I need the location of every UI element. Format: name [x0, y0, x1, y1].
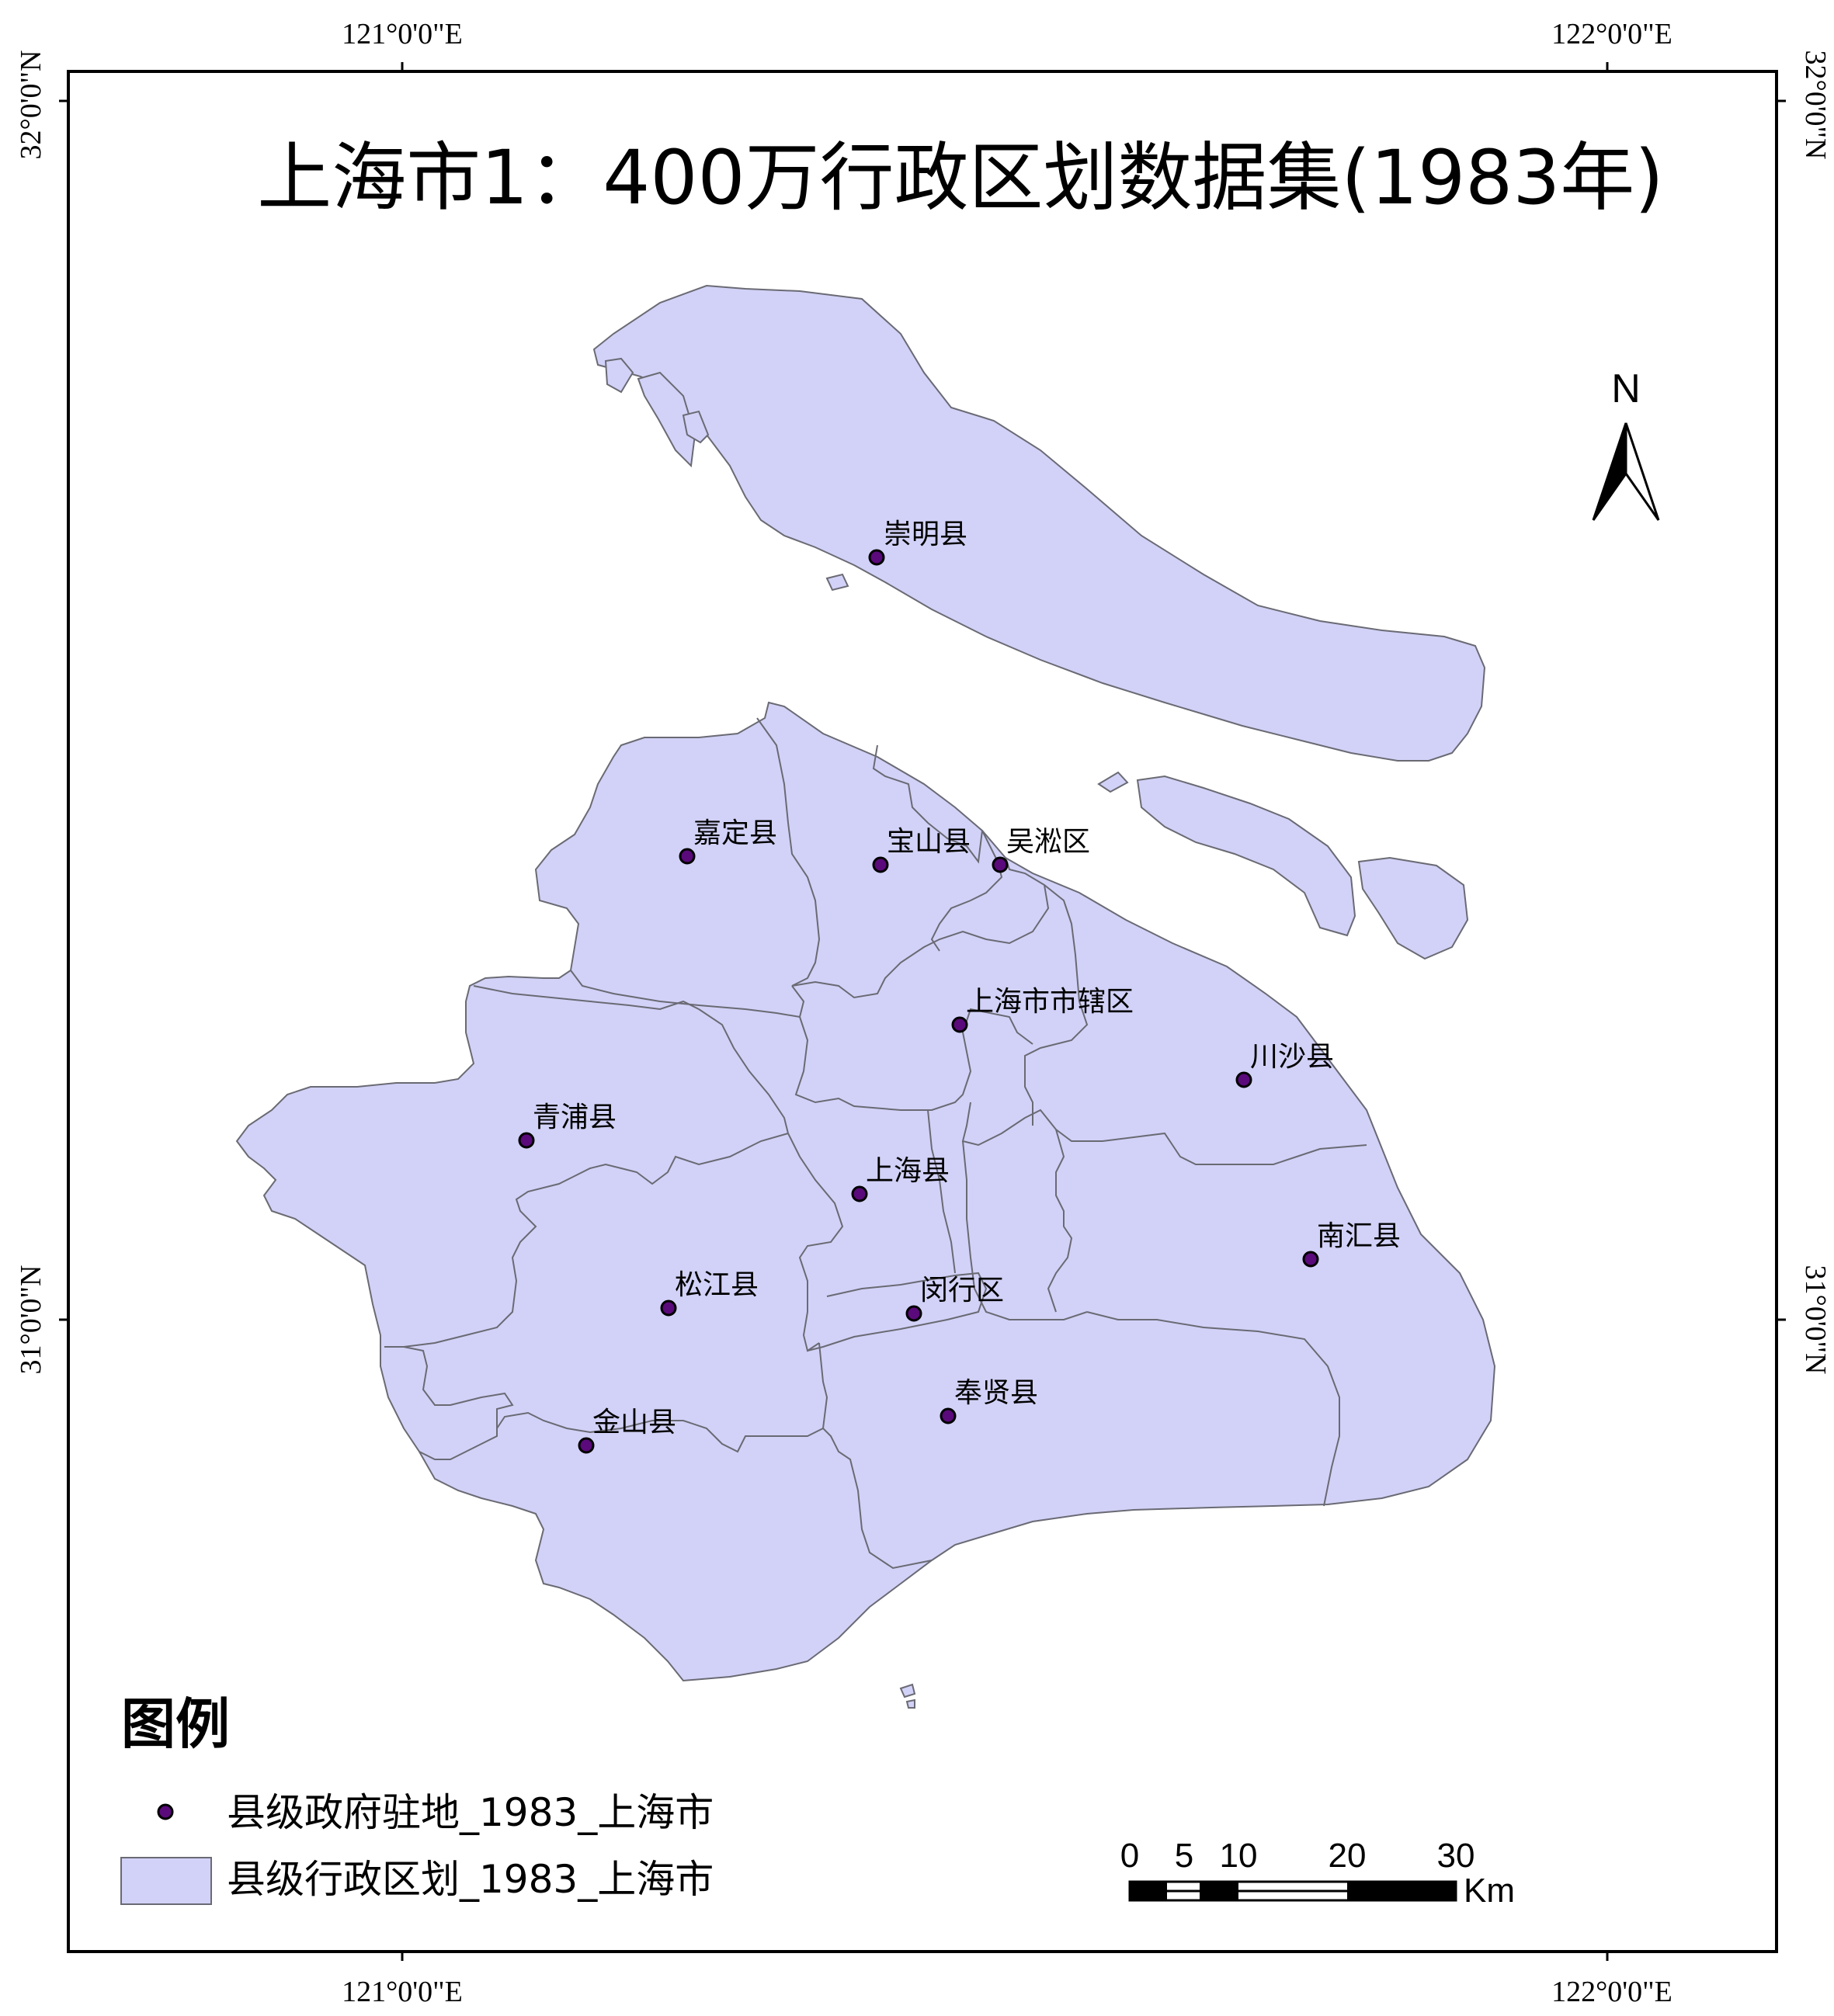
islet-4 — [825, 573, 849, 592]
seat-marker — [1302, 1251, 1319, 1268]
seat-marker — [660, 1299, 677, 1317]
boundary-shiqu-shanghaixian — [961, 1102, 1367, 1165]
place-label: 宝山县 — [887, 826, 971, 858]
islet-3 — [682, 410, 710, 444]
seat-marker — [940, 1407, 957, 1424]
place-nanhui: 南汇县 — [1302, 1220, 1401, 1268]
seat-marker — [872, 856, 889, 873]
seat-marker — [518, 1132, 535, 1149]
place-label: 南汇县 — [1317, 1220, 1401, 1252]
place-label: 上海市市辖区 — [966, 986, 1134, 1018]
place-label: 上海县 — [866, 1155, 950, 1187]
island-hengsha — [1357, 856, 1469, 960]
boundary-shiqu-south — [794, 1008, 1033, 1111]
boundary-songjiang-fengxian — [818, 1342, 933, 1570]
scale-bar: 0 5 10 20 30 Km — [1120, 1837, 1515, 1910]
boundary-baoshan-shiqu — [791, 857, 1050, 999]
lon-label-bottom-east: 122°0'0"E — [1551, 1976, 1672, 2008]
place-minhang: 闵行区 — [905, 1275, 1004, 1322]
place-qingpu: 青浦县 — [518, 1102, 617, 1149]
county-seats: 崇明县 嘉定县 宝山县 吴淞区 上海市市辖区 川沙县 青浦县 上海县 — [518, 519, 1401, 1454]
graticule-ticks — [59, 62, 1786, 1961]
place-label: 金山县 — [592, 1407, 676, 1438]
islet-5 — [1097, 771, 1129, 793]
island-changxing — [1136, 775, 1356, 937]
seat-marker — [1235, 1071, 1252, 1088]
lat-label-left-south: 31°0'0"N — [15, 1265, 47, 1375]
place-baoshan: 宝山县 — [872, 826, 971, 873]
map-title: 上海市1：400万行政区划数据集(1983年) — [257, 134, 1664, 221]
boundary-jinshan-east — [419, 1428, 498, 1460]
legend-polygon-label: 县级行政区划_1983_上海市 — [227, 1857, 714, 1902]
region-chongming — [592, 284, 1486, 762]
legend-point-label: 县级政府驻地_1983_上海市 — [227, 1790, 714, 1835]
boundary-jiading-baoshan — [756, 717, 821, 987]
place-label: 闵行区 — [920, 1275, 1004, 1306]
boundary-qingpu-songjiang — [384, 1133, 789, 1348]
place-label: 川沙县 — [1250, 1041, 1334, 1073]
lat-label-left-north: 32°0'0"N — [15, 50, 47, 160]
legend: 图例 县级政府驻地_1983_上海市 县级行政区划_1983_上海市 — [120, 1692, 714, 1905]
place-chongming: 崇明县 — [868, 519, 967, 566]
scale-tick-label: 20 — [1329, 1837, 1367, 1875]
islet-2 — [637, 371, 696, 468]
boundary-minhang — [807, 1272, 988, 1352]
boundary-shanghaixian-songjiang — [787, 1133, 844, 1352]
place-songjiang: 松江县 — [660, 1269, 759, 1317]
seat-marker — [905, 1305, 922, 1322]
north-arrow-label: N — [1611, 366, 1641, 411]
seat-marker — [679, 848, 696, 865]
seat-marker — [951, 1016, 968, 1033]
place-label: 松江县 — [675, 1269, 759, 1301]
place-label: 吴淞区 — [1006, 826, 1090, 858]
map-frame — [67, 70, 1778, 1953]
boundary-songjiang-jinshan — [403, 1346, 824, 1453]
scale-tick-label: 30 — [1437, 1837, 1475, 1875]
seat-marker — [868, 549, 885, 566]
scale-unit: Km — [1464, 1872, 1515, 1910]
scale-tick-label: 0 — [1120, 1837, 1139, 1875]
boundary-baoshan-north — [872, 744, 983, 864]
boundary-shiqu-east — [1024, 884, 1089, 1126]
legend-polygon-symbol — [120, 1857, 212, 1905]
boundary-qingpu-north — [473, 985, 700, 1011]
place-label: 崇明县 — [884, 519, 967, 550]
islet-south-1 — [899, 1683, 916, 1699]
legend-point-symbol — [157, 1803, 174, 1820]
place-label: 嘉定县 — [693, 817, 777, 849]
scale-tick-label: 10 — [1220, 1837, 1258, 1875]
seat-marker — [851, 1185, 868, 1202]
legend-title: 图例 — [121, 1692, 230, 1756]
boundary-chuansha-nanhui — [1047, 1129, 1073, 1313]
lon-label-top-west: 121°0'0"E — [342, 18, 463, 50]
islet-south-2 — [905, 1699, 915, 1709]
place-label: 奉贤县 — [954, 1377, 1038, 1409]
lon-label-top-east: 122°0'0"E — [1551, 18, 1672, 50]
place-jiading: 嘉定县 — [679, 817, 777, 865]
seat-marker — [578, 1437, 595, 1454]
lat-label-right-north: 32°0'0"N — [1799, 50, 1832, 160]
place-jinshan: 金山县 — [578, 1407, 676, 1454]
place-shiqu: 上海市市辖区 — [951, 986, 1134, 1033]
admin-regions — [235, 284, 1496, 1682]
place-wusong: 吴淞区 — [992, 826, 1090, 873]
place-shanghaixian: 上海县 — [851, 1155, 950, 1202]
boundary-nanhui-fengxian — [1086, 1311, 1340, 1507]
lon-label-bottom-west: 121°0'0"E — [342, 1976, 463, 2008]
lat-label-right-south: 31°0'0"N — [1799, 1265, 1832, 1375]
islet-1 — [604, 357, 634, 394]
boundary-qingpu-shanghaixian — [698, 1008, 789, 1134]
seat-marker — [992, 856, 1009, 873]
place-fengxian: 奉贤县 — [940, 1377, 1038, 1424]
boundary-shanghaixian-east2 — [962, 1140, 1088, 1320]
place-chuansha: 川沙县 — [1235, 1041, 1334, 1088]
place-label: 青浦县 — [533, 1102, 617, 1133]
north-arrow-icon: N — [1592, 366, 1660, 521]
boundary-jiading-south — [570, 970, 805, 1018]
boundary-shanghaixian-east — [927, 1109, 956, 1274]
scale-tick-label: 5 — [1175, 1837, 1193, 1875]
